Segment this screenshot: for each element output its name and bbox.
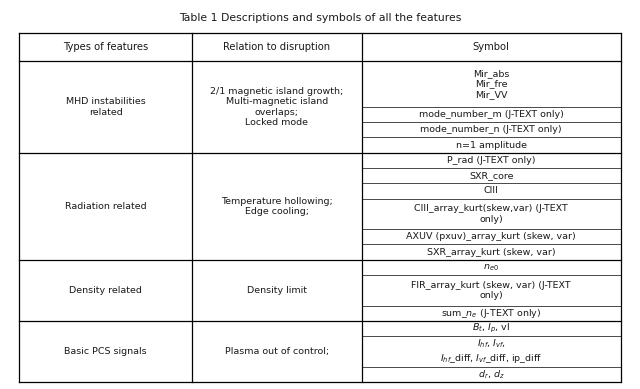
Text: $d_r$, $d_z$: $d_r$, $d_z$: [478, 368, 504, 380]
Text: CIII: CIII: [484, 186, 499, 195]
Text: MHD instabilities
related: MHD instabilities related: [66, 97, 145, 117]
Text: Table 1 Descriptions and symbols of all the features: Table 1 Descriptions and symbols of all …: [179, 13, 461, 23]
Text: Radiation related: Radiation related: [65, 202, 147, 211]
Text: Relation to disruption: Relation to disruption: [223, 42, 330, 52]
Text: Mir_abs
Mir_fre
Mir_VV: Mir_abs Mir_fre Mir_VV: [473, 69, 509, 99]
Text: n=1 amplitude: n=1 amplitude: [456, 141, 527, 150]
Text: mode_number_n (J-TEXT only): mode_number_n (J-TEXT only): [420, 125, 562, 134]
Text: $B_t$, $I_p$, vl: $B_t$, $I_p$, vl: [472, 322, 510, 335]
Text: 2/1 magnetic island growth;
Multi-magnetic island
overlaps;
Locked mode: 2/1 magnetic island growth; Multi-magnet…: [210, 87, 344, 127]
Text: Plasma out of control;: Plasma out of control;: [225, 347, 329, 356]
Text: sum_$n_e$ (J-TEXT only): sum_$n_e$ (J-TEXT only): [441, 307, 541, 320]
Text: SXR_core: SXR_core: [469, 171, 513, 180]
Text: P_rad (J-TEXT only): P_rad (J-TEXT only): [447, 156, 536, 165]
Text: Basic PCS signals: Basic PCS signals: [64, 347, 147, 356]
Text: mode_number_m (J-TEXT only): mode_number_m (J-TEXT only): [419, 110, 564, 119]
Text: Temperature hollowing;
Edge cooling;: Temperature hollowing; Edge cooling;: [221, 196, 333, 216]
Text: Types of features: Types of features: [63, 42, 148, 52]
Text: Symbol: Symbol: [473, 42, 509, 52]
Text: SXR_array_kurt (skew, var): SXR_array_kurt (skew, var): [427, 248, 556, 257]
Text: CIII_array_kurt(skew,var) (J-TEXT
only): CIII_array_kurt(skew,var) (J-TEXT only): [414, 204, 568, 224]
Text: Density limit: Density limit: [247, 286, 307, 295]
Text: FIR_array_kurt (skew, var) (J-TEXT
only): FIR_array_kurt (skew, var) (J-TEXT only): [412, 280, 571, 300]
Text: $I_{hf}$, $I_{vf}$,
$I_{hf}$_diff, $I_{vf}$_diff, ip_diff: $I_{hf}$, $I_{vf}$, $I_{hf}$_diff, $I_{v…: [440, 338, 542, 365]
Text: Density related: Density related: [69, 286, 142, 295]
Text: $n_{e0}$: $n_{e0}$: [483, 262, 499, 273]
Text: AXUV (pxuv)_array_kurt (skew, var): AXUV (pxuv)_array_kurt (skew, var): [406, 232, 576, 241]
